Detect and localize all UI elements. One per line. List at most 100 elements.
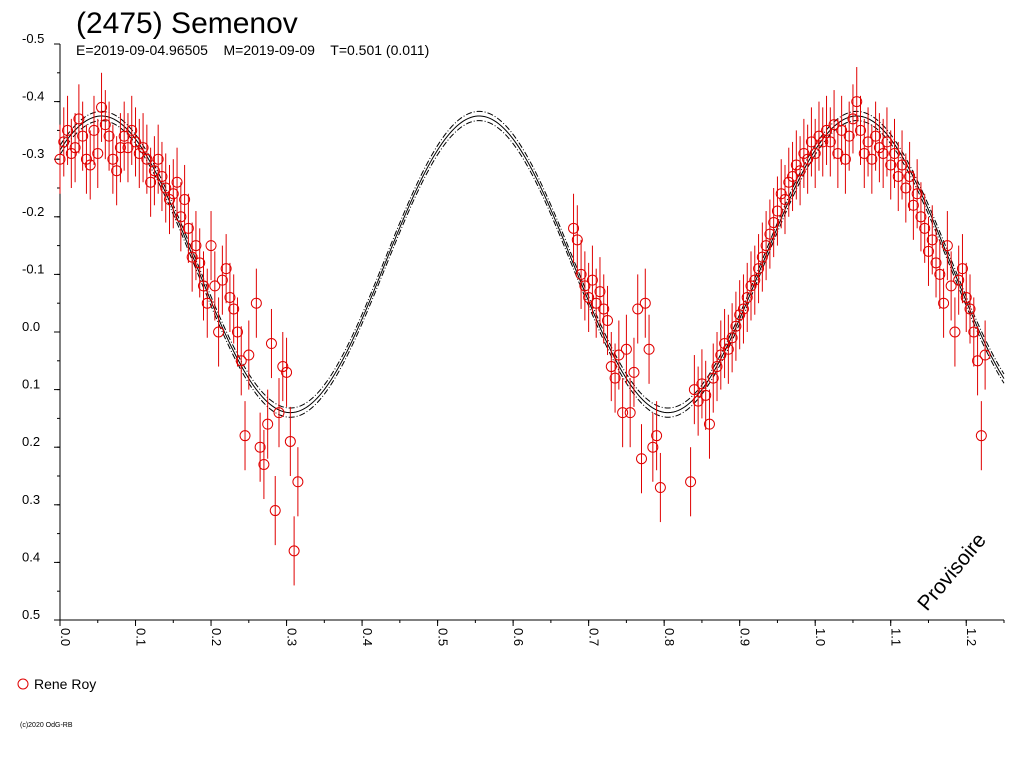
point-marker [685,476,697,488]
data-point [726,303,738,373]
point-marker [654,482,666,494]
data-point [92,118,104,188]
y-tick-label: 0.3 [22,492,40,507]
data-point [258,429,270,500]
copyright: (c)2020 OdG-RB [20,722,73,729]
point-marker [239,430,251,442]
point-marker [719,338,731,350]
point-marker [284,435,296,447]
point-marker [65,147,77,159]
point-marker [798,147,810,159]
point-marker [821,124,833,136]
point-marker [160,182,172,194]
data-point [171,147,183,217]
x-tick-label: 0.8 [662,628,677,646]
point-marker [734,309,746,321]
data-point [107,124,119,194]
point-marker [175,211,187,223]
data-point [922,216,934,286]
data-point [802,124,814,194]
point-marker [133,147,145,159]
point-marker [847,113,859,125]
point-marker [197,280,209,292]
point-marker [636,453,648,465]
x-tick-label: 0.6 [511,628,526,646]
data-point [228,274,240,344]
data-point [734,280,746,350]
point-marker [235,355,247,367]
point-marker [794,165,806,177]
data-point [602,285,614,356]
data-point [839,124,851,194]
data-point [632,274,644,344]
point-marker [194,257,206,269]
point-marker [624,407,636,419]
data-point [828,90,840,160]
data-point [953,245,965,315]
data-point [654,452,666,523]
data-point [209,251,221,321]
point-marker [586,274,598,286]
point-marker [182,222,194,234]
point-marker [156,170,168,182]
data-point [794,136,806,206]
data-point [881,107,893,177]
point-marker [69,142,81,154]
point-marker [643,343,655,355]
point-marker [904,170,916,182]
point-marker [613,349,625,361]
x-tick-label: 0.1 [134,628,149,646]
point-marker [265,338,277,350]
axes [59,44,1004,621]
data-point [126,95,138,165]
data-point [719,308,731,379]
data-point [213,297,225,367]
data-point [945,251,957,321]
fit-curve-upper [59,110,1005,409]
point-marker [583,291,595,303]
data-point [787,141,799,212]
point-marker [915,211,927,223]
data-point [813,101,825,171]
point-marker [775,188,787,200]
legend: Rene Roy [17,676,96,692]
point-marker [907,199,919,211]
data-point [598,274,610,344]
point-marker [651,430,663,442]
fit-curves [59,110,1005,418]
point-marker [715,349,727,361]
watermark-provisoire: Provisoire [913,529,991,615]
data-point [137,113,149,183]
point-marker [62,124,74,136]
data-point [764,199,776,269]
y-tick-label: 0.4 [22,549,40,564]
point-marker [877,147,889,159]
data-point [836,95,848,165]
x-tick-label: 0.7 [587,628,602,646]
data-point [685,447,697,517]
point-marker [753,263,765,275]
point-marker [930,257,942,269]
x-tick-label: 1.0 [813,628,828,646]
y-tick-label: -0.4 [22,89,44,104]
data-point [220,234,232,304]
point-marker [926,234,938,246]
point-marker [817,136,829,148]
point-marker [707,372,719,384]
data-point [919,193,931,263]
data-point [250,268,262,338]
data-point [756,222,768,292]
data-point [866,124,878,194]
fit-curve [59,115,1005,414]
data-point [160,153,172,223]
x-tick-label: 0.2 [209,628,224,646]
data-point [99,90,111,160]
point-marker [575,268,587,280]
data-point [65,118,77,188]
data-point [77,101,89,171]
data-point [575,239,587,309]
data-point [288,516,300,586]
point-marker [934,268,946,280]
point-marker [148,165,160,177]
data-points [54,67,991,586]
